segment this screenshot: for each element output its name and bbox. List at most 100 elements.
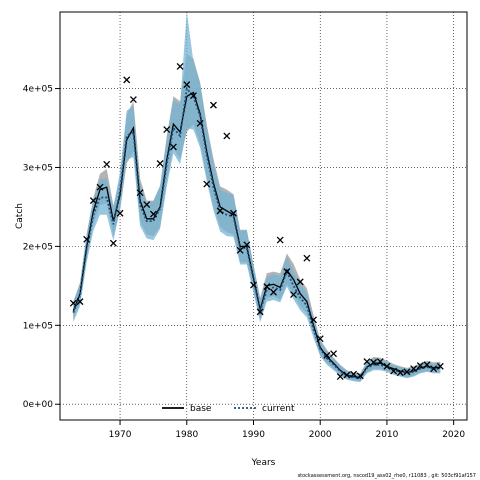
observed-point-stroke-b: [376, 358, 384, 366]
y-axis-title: Catch: [15, 203, 25, 229]
observed-point-stroke-b: [196, 119, 204, 127]
observed-point-stroke-b: [216, 207, 224, 215]
observed-point-stroke-b: [163, 126, 171, 134]
observed-point-stroke-b: [103, 160, 111, 168]
legend-base-label: base: [190, 404, 212, 414]
observed-point-1964: [76, 298, 84, 306]
observed-point-2007: [363, 358, 371, 366]
observed-point-2018: [436, 362, 444, 370]
x-tick-label-1970: 1970: [109, 430, 132, 440]
observed-point-2004: [343, 371, 351, 379]
observed-point-1993: [270, 288, 277, 296]
observed-point-1963: [69, 299, 77, 307]
observed-point-stroke-b: [410, 365, 418, 373]
legend: base current: [162, 404, 295, 414]
observed-point-stroke-b: [89, 197, 97, 205]
observed-point-1999: [310, 316, 318, 324]
observed-point-2000: [316, 335, 324, 343]
observed-point-1965: [83, 235, 91, 243]
observed-point-1968: [103, 160, 111, 168]
observed-point-stroke-b: [370, 358, 378, 366]
observed-point-stroke-b: [223, 132, 231, 140]
plot-area: [59, 11, 468, 421]
y-tick-label-1e+05: 1e+05: [23, 321, 53, 331]
observed-point-1986: [223, 132, 231, 140]
observed-point-stroke-b: [390, 367, 398, 375]
observed-point-2003: [336, 373, 344, 381]
current-line: [72, 86, 441, 380]
y-tick-label-4e+05: 4e+05: [23, 85, 53, 95]
observed-point-1987: [230, 209, 237, 217]
observed-point-stroke-b: [256, 308, 264, 316]
observed-point-1979: [176, 62, 184, 70]
observed-point-1967: [96, 183, 104, 191]
x-tick-label-2020: 2020: [442, 430, 465, 440]
observed-point-stroke-b: [189, 92, 197, 100]
observed-point-2012: [396, 369, 404, 377]
observed-point-1984: [209, 101, 217, 109]
y-tick-label-3e+05: 3e+05: [23, 163, 53, 173]
observed-point-stroke-b: [123, 76, 131, 84]
observed-point-stroke-b: [69, 299, 77, 307]
x-axis-title: Years: [251, 458, 276, 468]
observed-point-stroke-b: [270, 288, 277, 296]
x-tick-label-1990: 1990: [242, 430, 265, 440]
observed-point-stroke-b: [303, 254, 311, 262]
observed-point-stroke-b: [310, 316, 318, 324]
observed-point-stroke-b: [396, 369, 404, 377]
observed-point-stroke-b: [76, 298, 84, 306]
observed-points: [69, 62, 444, 381]
observed-point-1980: [183, 81, 191, 89]
observed-point-1970: [116, 209, 124, 217]
observed-point-stroke-b: [323, 351, 331, 359]
observed-point-1989: [243, 241, 251, 249]
observed-point-2015: [416, 362, 424, 370]
legend-current-label: current: [262, 404, 295, 414]
observed-point-stroke-b: [243, 241, 251, 249]
observed-point-stroke-b: [149, 210, 157, 218]
observed-point-stroke-b: [236, 246, 244, 254]
observed-point-stroke-b: [290, 291, 297, 298]
observed-point-stroke-b: [316, 335, 324, 343]
observed-point-1998: [303, 254, 311, 262]
observed-point-stroke-b: [96, 183, 104, 191]
observed-point-1995: [283, 268, 291, 276]
observed-point-1988: [236, 246, 244, 254]
observed-point-stroke-b: [209, 101, 217, 109]
observed-point-1994: [276, 236, 284, 244]
observed-point-1972: [129, 96, 137, 104]
observed-point-1997: [296, 278, 304, 286]
observed-point-1977: [163, 126, 171, 134]
x-tick-label-2010: 2010: [375, 430, 398, 440]
current-confidence-band: [73, 12, 441, 383]
observed-point-2011: [390, 367, 398, 375]
observed-point-1996: [290, 291, 297, 298]
footnote: stockassessment.org, nscod19_ass02_rhe0,…: [298, 473, 476, 479]
observed-point-1983: [203, 180, 211, 188]
observed-point-2002: [330, 350, 338, 358]
observed-point-stroke-b: [350, 370, 358, 378]
observed-point-1969: [109, 239, 117, 247]
observed-point-stroke-b: [343, 371, 351, 379]
observed-point-stroke-b: [129, 96, 137, 104]
observed-point-stroke-b: [416, 362, 424, 370]
observed-point-stroke-b: [183, 81, 191, 89]
observed-point-1971: [123, 76, 131, 84]
y-axis: 0e+00 1e+05 2e+05 3e+05 4e+05: [23, 85, 60, 410]
observed-point-stroke-b: [83, 235, 91, 243]
x-tick-label-1980: 1980: [175, 430, 198, 440]
observed-point-stroke-b: [176, 62, 184, 70]
observed-point-stroke-b: [403, 368, 411, 376]
observed-point-1974: [143, 201, 151, 209]
observed-point-stroke-b: [336, 373, 344, 381]
base-confidence-band: [73, 53, 441, 382]
x-tick-label-2000: 2000: [309, 430, 332, 440]
observed-point-stroke-b: [203, 180, 211, 188]
observed-point-stroke-b: [383, 362, 391, 370]
observed-point-1992: [263, 283, 271, 291]
observed-point-2010: [383, 362, 391, 370]
observed-point-2014: [410, 365, 418, 373]
observed-point-2016: [423, 361, 431, 369]
observed-point-stroke-b: [263, 283, 271, 291]
